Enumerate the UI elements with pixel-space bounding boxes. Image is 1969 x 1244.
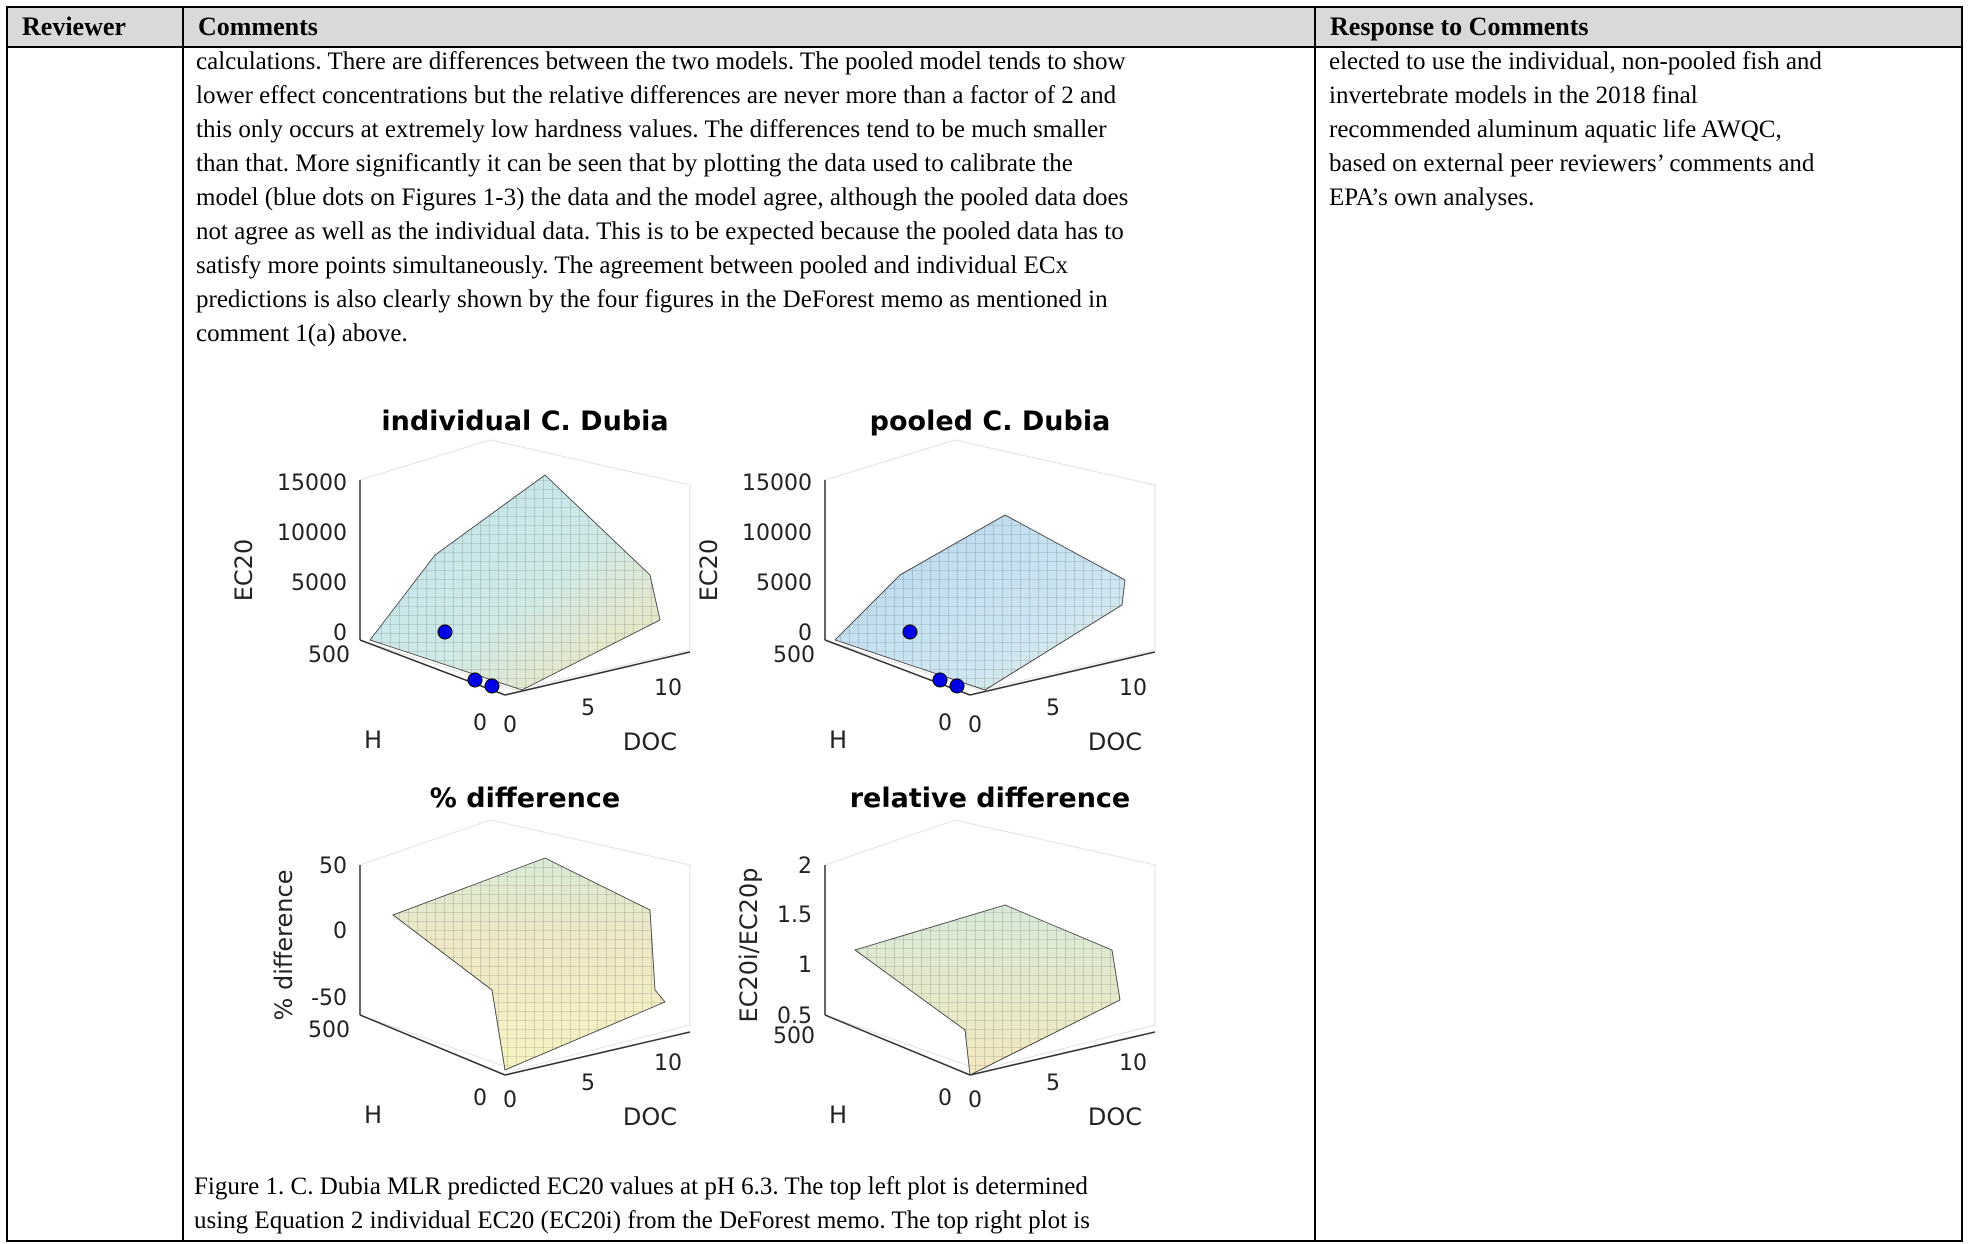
data-point bbox=[484, 678, 500, 694]
h-tick-label: 0 bbox=[938, 711, 952, 736]
z-axis-label: EC20 bbox=[230, 539, 258, 601]
h-axis bbox=[824, 1014, 971, 1076]
h-tick-label: 0 bbox=[473, 711, 487, 736]
z-tick-label: 10000 bbox=[742, 521, 812, 546]
comment-line: lower effect concentrations but the rela… bbox=[196, 82, 1117, 109]
comment-line: predictions is also clearly shown by the… bbox=[196, 286, 1108, 313]
h-axis bbox=[824, 639, 971, 696]
doc-axis-label: DOC bbox=[1088, 1103, 1142, 1131]
doc-axis bbox=[969, 651, 1156, 696]
z-tick-label: 0 bbox=[333, 621, 347, 646]
response-line: EPA’s own analyses. bbox=[1329, 184, 1535, 211]
z-tick-label: 5000 bbox=[291, 571, 347, 596]
doc-axis bbox=[504, 1031, 691, 1076]
doc-tick-label: 0 bbox=[968, 713, 982, 738]
h-tick-label: 500 bbox=[308, 1018, 350, 1043]
z-axis-label: EC20i/EC20p bbox=[735, 868, 763, 1023]
h-tick-label: 500 bbox=[773, 1024, 815, 1049]
data-point bbox=[932, 672, 948, 688]
doc-tick-label: 0 bbox=[503, 713, 517, 738]
doc-axis bbox=[969, 1031, 1156, 1076]
surface-mesh bbox=[855, 905, 1120, 1075]
doc-tick-label: 0 bbox=[503, 1088, 517, 1113]
doc-tick-label: 10 bbox=[654, 676, 682, 701]
plot-relative-difference: relative difference 2 1.5 1 0.5 500 0 0 … bbox=[735, 783, 1156, 1131]
response-line: elected to use the individual, non-poole… bbox=[1329, 48, 1822, 75]
z-tick-label: 15000 bbox=[742, 471, 812, 496]
h-axis bbox=[359, 1014, 506, 1076]
column-divider bbox=[182, 8, 184, 1240]
h-axis-label: H bbox=[829, 1101, 847, 1129]
plot-pooled-c-dubia: pooled C. Dubia 15000 10000 5000 0 500 0… bbox=[695, 406, 1156, 756]
h-tick-label: 0 bbox=[473, 1086, 487, 1111]
data-point bbox=[437, 624, 453, 640]
comment-line: model (blue dots on Figures 1-3) the dat… bbox=[196, 184, 1129, 211]
comment-line: not agree as well as the individual data… bbox=[196, 218, 1124, 245]
data-point bbox=[902, 624, 918, 640]
z-tick-label: 0 bbox=[798, 621, 812, 646]
plot-individual-c-dubia: individual C. Dubia 15000 10000 5000 0 5… bbox=[230, 406, 691, 756]
doc-axis-label: DOC bbox=[623, 728, 677, 756]
surface-mesh bbox=[835, 515, 1125, 690]
data-point bbox=[949, 678, 965, 694]
response-line: recommended aluminum aquatic life AWQC, bbox=[1329, 116, 1782, 143]
z-tick-label: 0.5 bbox=[777, 1004, 812, 1029]
doc-tick-label: 5 bbox=[1046, 1071, 1060, 1096]
h-axis-label: H bbox=[364, 1101, 382, 1129]
z-axis-label: EC20 bbox=[695, 539, 723, 601]
response-line: based on external peer reviewers’ commen… bbox=[1329, 150, 1815, 177]
doc-tick-label: 5 bbox=[1046, 696, 1060, 721]
header-response: Response to Comments bbox=[1330, 12, 1589, 41]
h-tick-label: 500 bbox=[773, 643, 815, 668]
comment-line: than that. More significantly it can be … bbox=[196, 150, 1073, 177]
h-axis bbox=[359, 639, 506, 696]
z-tick-label: 1.5 bbox=[777, 903, 812, 928]
doc-axis-label: DOC bbox=[1088, 728, 1142, 756]
doc-tick-label: 5 bbox=[581, 1071, 595, 1096]
doc-tick-label: 5 bbox=[581, 696, 595, 721]
response-line: invertebrate models in the 2018 final bbox=[1329, 82, 1698, 109]
z-tick-label: 5000 bbox=[756, 571, 812, 596]
z-axis-label: % difference bbox=[270, 870, 298, 1021]
caption-line: Figure 1. C. Dubia MLR predicted EC20 va… bbox=[194, 1173, 1088, 1200]
comment-line: comment 1(a) above. bbox=[196, 320, 408, 347]
h-tick-label: 0 bbox=[938, 1086, 952, 1111]
z-tick-label: 10000 bbox=[277, 521, 347, 546]
comment-line: this only occurs at extremely low hardne… bbox=[196, 116, 1107, 143]
header-comments: Comments bbox=[198, 12, 318, 41]
plot-title: pooled C. Dubia bbox=[870, 406, 1111, 437]
column-divider bbox=[1314, 8, 1316, 1240]
figure-1-surface-plots: individual C. Dubia 15000 10000 5000 0 5… bbox=[230, 406, 1156, 1131]
caption-line: using Equation 2 individual EC20 (EC20i)… bbox=[194, 1207, 1090, 1234]
doc-tick-label: 10 bbox=[1119, 1051, 1147, 1076]
doc-tick-label: 0 bbox=[968, 1088, 982, 1113]
plot-percent-difference: % difference 50 0 -50 500 0 0 5 10 % dif… bbox=[270, 783, 691, 1131]
z-tick-label: 2 bbox=[798, 854, 812, 879]
h-axis-label: H bbox=[364, 726, 382, 754]
plot-title: relative difference bbox=[850, 783, 1131, 814]
z-tick-label: 1 bbox=[798, 953, 812, 978]
data-point bbox=[467, 672, 483, 688]
z-tick-label: 50 bbox=[319, 854, 347, 879]
header-reviewer: Reviewer bbox=[22, 12, 126, 41]
comment-line: satisfy more points simultaneously. The … bbox=[196, 252, 1069, 279]
plot-title: individual C. Dubia bbox=[381, 406, 668, 437]
table-header-row: Reviewer Comments Response to Comments bbox=[8, 8, 1961, 48]
doc-axis-label: DOC bbox=[623, 1103, 677, 1131]
surface-mesh bbox=[393, 858, 665, 1070]
z-tick-label: -50 bbox=[311, 986, 347, 1011]
h-axis-label: H bbox=[829, 726, 847, 754]
review-table: Reviewer Comments Response to Comments bbox=[6, 6, 1963, 1242]
z-tick-label: 15000 bbox=[277, 471, 347, 496]
h-tick-label: 500 bbox=[308, 643, 350, 668]
z-tick-label: 0 bbox=[333, 919, 347, 944]
comment-line: calculations. There are differences betw… bbox=[196, 48, 1126, 75]
doc-axis bbox=[504, 651, 691, 696]
doc-tick-label: 10 bbox=[1119, 676, 1147, 701]
doc-tick-label: 10 bbox=[654, 1051, 682, 1076]
plot-title: % difference bbox=[430, 783, 620, 814]
